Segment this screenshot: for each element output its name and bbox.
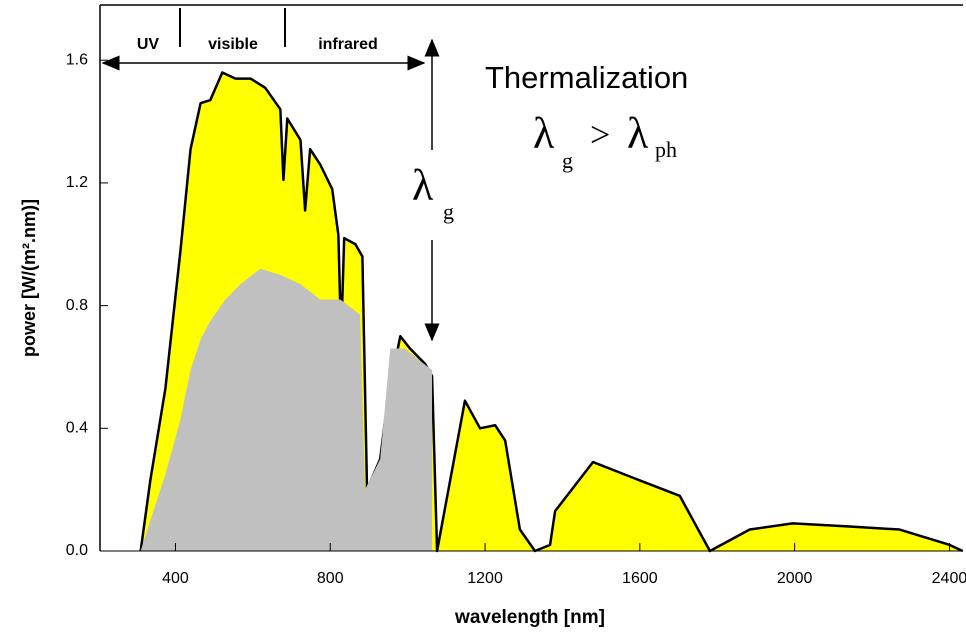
inequality-part: g [562, 148, 573, 173]
x-tick-label: 1200 [467, 570, 503, 587]
plot-area [139, 71, 964, 553]
x-tick-label: 1600 [622, 570, 658, 587]
y-tick-label: 0.4 [66, 420, 88, 437]
band-label: visible [208, 36, 258, 53]
x-tick-label: 800 [317, 570, 344, 587]
x-tick-label: 400 [162, 570, 189, 587]
x-tick-label: 2000 [777, 570, 813, 587]
x-axis-label: wavelength [nm] [454, 607, 605, 628]
band-label: UV [137, 36, 160, 53]
gap-subscript: g [443, 199, 454, 224]
y-tick-label: 0.0 [66, 542, 88, 559]
gap-symbol: λ [412, 161, 434, 210]
inequality-part: ph [655, 137, 677, 162]
area [140, 268, 433, 551]
x-tick-label: 2400 [932, 570, 966, 587]
y-tick-label: 1.6 [66, 51, 88, 68]
y-tick-label: 1.2 [66, 174, 88, 191]
inequality-part: λ [627, 109, 649, 158]
band-label: infrared [318, 36, 378, 53]
inequality-part: λ [533, 109, 555, 158]
inequality-part: > [590, 114, 610, 154]
annotation: Thermalization [485, 60, 688, 95]
y-tick-label: 0.8 [66, 297, 88, 314]
y-axis-label: power [W/(m².nm)] [19, 199, 39, 357]
